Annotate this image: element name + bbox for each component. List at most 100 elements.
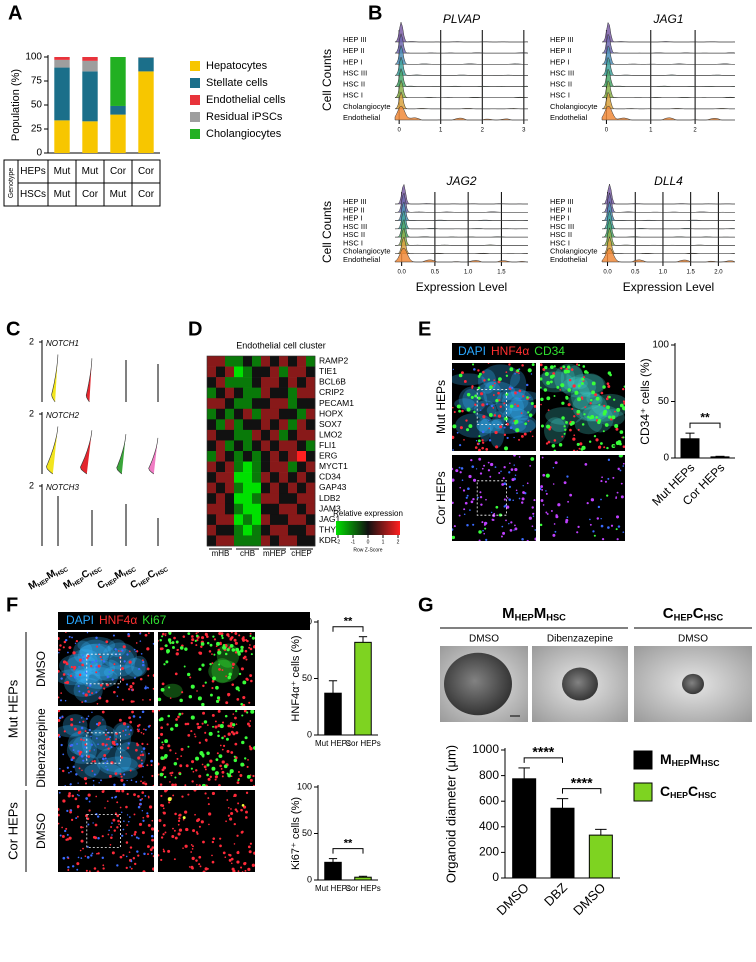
cell-signal [70, 717, 74, 722]
cell-signal [478, 442, 480, 445]
cell-signal [230, 857, 234, 861]
cell-signal [498, 472, 501, 475]
cell-signal [165, 633, 167, 635]
cell-signal [514, 527, 518, 531]
cell-signal [229, 772, 232, 775]
cell-signal [226, 648, 230, 652]
cell-signal [230, 632, 233, 634]
cell-signal [80, 716, 83, 719]
ridge [601, 45, 736, 65]
cell-signal [134, 862, 137, 866]
ridge [601, 91, 736, 110]
cell-signal [70, 809, 73, 812]
micrograph [158, 632, 255, 706]
heatmap-cell [252, 440, 262, 452]
cell-signal [151, 838, 154, 842]
heatmap-cell [297, 472, 307, 483]
cell-signal [111, 822, 113, 824]
cell-signal [488, 419, 490, 422]
dapi-signal [107, 639, 127, 657]
cell-signal [88, 800, 91, 803]
cell-signal [480, 503, 483, 506]
cell-signal [84, 746, 87, 749]
cell-signal [125, 805, 128, 809]
cell-signal [115, 795, 118, 798]
cell-signal [67, 869, 70, 871]
cell-signal [105, 699, 109, 703]
heatmap-cell [252, 503, 262, 515]
cell-signal [133, 793, 136, 797]
cell-signal [206, 751, 210, 756]
micrograph-bg [158, 632, 255, 706]
cell-signal [147, 795, 150, 798]
dapi-signal [574, 416, 603, 435]
cell-signal [78, 753, 82, 756]
cell-signal [91, 770, 94, 772]
cell-signal [224, 652, 228, 656]
cell-signal [622, 531, 625, 533]
x-tick-label: Mut HEPs [315, 884, 351, 893]
cell-signal [111, 851, 115, 855]
gene-title: JAG2 [445, 174, 476, 188]
cell-signal [198, 651, 203, 655]
cell-signal [479, 496, 483, 499]
cell-signal [189, 676, 192, 679]
cell-signal [192, 845, 194, 848]
cell-signal [532, 512, 535, 515]
cell-signal [540, 403, 542, 406]
cell-signal [96, 870, 100, 872]
cell-signal [201, 663, 205, 667]
cell-signal [184, 844, 188, 848]
cell-signal [452, 528, 454, 531]
cell-signal [162, 824, 166, 827]
cell-signal [131, 710, 134, 714]
cell-signal [619, 469, 622, 472]
heatmap-cell [234, 524, 244, 536]
cell-signal [113, 663, 116, 666]
cell-signal [222, 851, 226, 855]
cell-signal [241, 804, 245, 807]
cell-signal [171, 834, 175, 838]
cell-signal [598, 445, 602, 449]
y-tick-label: 0 [492, 870, 499, 884]
cell-signal [86, 817, 90, 821]
heatmap-cell [234, 387, 244, 399]
cell-signal [476, 496, 479, 499]
cell-signal [121, 666, 124, 670]
heatmap-cell [234, 514, 244, 526]
heatmap-cell [288, 408, 298, 420]
cell-signal [127, 742, 130, 745]
cell-signal [589, 416, 593, 420]
cell-signal [62, 646, 65, 649]
cell-signal [149, 698, 152, 701]
cell-signal [73, 676, 77, 679]
label-part: HSC [701, 758, 720, 768]
cell-signal [508, 471, 511, 474]
cell-signal [493, 382, 496, 385]
cell-signal [95, 795, 98, 798]
cell-signal [202, 684, 205, 688]
heatmap-cell [207, 493, 217, 505]
cell-signal [109, 736, 112, 739]
dapi-signal [108, 647, 136, 677]
cell-signal [102, 757, 105, 761]
cell-signal [483, 379, 486, 382]
cell-signal [120, 775, 123, 778]
cell-signal [152, 687, 154, 690]
cell-signal [216, 752, 219, 755]
heatmap-cell [288, 461, 298, 473]
ridge [394, 236, 529, 254]
cell-signal [181, 795, 184, 798]
cell-signal [463, 513, 466, 516]
cell-signal [106, 800, 109, 803]
x-tick-label: 1.5 [497, 270, 506, 276]
heatmap-cell [252, 366, 262, 378]
heatmap-cell [243, 451, 253, 462]
heatmap-cell [279, 440, 289, 452]
dapi-signal [501, 391, 529, 412]
heatmap-cell [252, 419, 262, 431]
cell-signal [93, 760, 96, 763]
cell-signal [58, 648, 61, 651]
cell-signal [609, 373, 612, 377]
cell-signal [126, 814, 129, 816]
